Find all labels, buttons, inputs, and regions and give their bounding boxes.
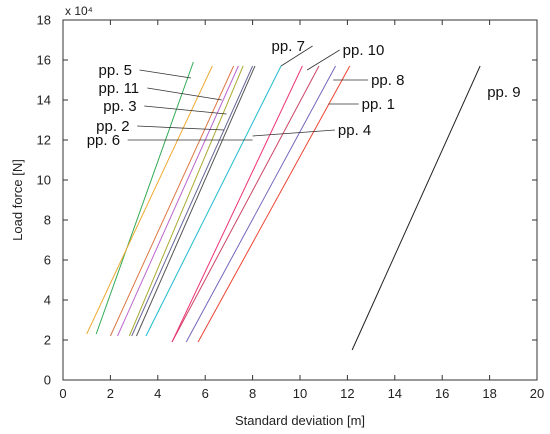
y-tick-label: 8 — [44, 213, 51, 228]
series-line-13 — [117, 65, 239, 337]
y-tick-label: 2 — [44, 333, 51, 348]
series-line-9 — [351, 65, 481, 351]
series-line-1 — [171, 65, 320, 343]
series-label: pp. 1 — [362, 96, 395, 113]
series-label: pp. 3 — [103, 98, 136, 115]
series-line-8 — [185, 65, 336, 343]
y-axis-exponent: x 10⁴ — [65, 4, 93, 18]
label-leader-line — [306, 49, 340, 71]
x-axis-title: Standard deviation [m] — [235, 413, 365, 428]
series-label: pp. 5 — [99, 62, 132, 79]
series-line-5 — [95, 61, 194, 335]
x-tick-label: 14 — [388, 386, 402, 401]
label-leader-line — [280, 45, 313, 67]
x-tick-label: 12 — [340, 386, 354, 401]
series-label: pp. 7 — [272, 38, 305, 55]
series-line-7 — [145, 65, 282, 337]
series-label: pp. 6 — [87, 132, 120, 149]
y-axis-title: Load force [N] — [10, 159, 25, 241]
label-leader-line — [137, 125, 225, 131]
series-line-10 — [171, 65, 303, 343]
series-label: pp. 9 — [487, 84, 520, 101]
series-label: pp. 10 — [343, 42, 385, 59]
y-tick-label: 14 — [37, 93, 51, 108]
y-tick-label: 6 — [44, 253, 51, 268]
y-tick-label: 4 — [44, 293, 51, 308]
y-tick-label: 18 — [37, 13, 51, 28]
series-line-3 — [128, 65, 244, 337]
y-tick-label: 10 — [37, 173, 51, 188]
x-tick-label: 8 — [249, 386, 256, 401]
x-tick-label: 20 — [530, 386, 544, 401]
y-tick-label: 16 — [37, 53, 51, 68]
axis-ticks: 0 2 4 6 8 10 12 14 16 18 20 0 2 4 6 8 10 12 14 16 18 — [37, 13, 545, 402]
x-tick-label: 10 — [293, 386, 307, 401]
series-line-11 — [109, 65, 235, 337]
x-tick-label: 4 — [154, 386, 161, 401]
series-line-6 — [136, 65, 256, 337]
y-tick-label: 12 — [37, 133, 51, 148]
series-label: pp. 11 — [99, 80, 140, 97]
x-tick-label: 0 — [59, 386, 66, 401]
series-label: pp. 2 — [96, 118, 129, 135]
x-tick-label: 6 — [202, 386, 209, 401]
series-line-2 — [131, 65, 254, 337]
x-tick-label: 2 — [107, 386, 114, 401]
series-label: pp. 8 — [371, 72, 404, 89]
label-leader-line — [252, 129, 335, 137]
series-line-4 — [197, 65, 351, 343]
series-label: pp. 4 — [338, 122, 371, 139]
y-tick-label: 0 — [44, 373, 51, 388]
x-tick-label: 18 — [482, 386, 496, 401]
x-tick-label: 16 — [435, 386, 449, 401]
label-leader-line — [144, 105, 227, 115]
label-leader-line — [147, 87, 222, 101]
label-leader-line — [139, 69, 192, 79]
